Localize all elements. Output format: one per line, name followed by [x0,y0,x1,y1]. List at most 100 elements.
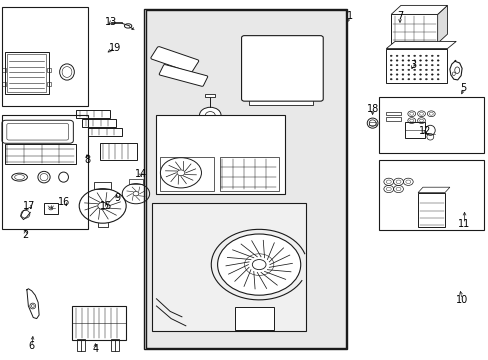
Bar [249,98,312,105]
Text: 5: 5 [460,83,466,93]
Circle shape [395,64,397,66]
Circle shape [419,78,421,80]
Circle shape [425,64,427,66]
Bar [378,97,483,153]
Circle shape [419,60,421,61]
Text: 6: 6 [29,341,35,351]
Circle shape [395,55,397,57]
Circle shape [407,64,409,66]
Bar [386,49,447,83]
Bar [72,306,126,340]
Bar [2,7,88,106]
Circle shape [436,55,438,57]
Bar [82,119,116,127]
Circle shape [413,55,415,57]
Bar [88,128,122,136]
Bar [220,157,278,191]
Bar [155,115,285,194]
Bar [2,82,6,86]
Circle shape [419,64,421,66]
Bar [144,9,346,349]
Bar [386,117,400,121]
Circle shape [407,55,409,57]
Circle shape [401,64,403,66]
Circle shape [389,69,391,71]
FancyBboxPatch shape [241,36,323,101]
Text: 9: 9 [114,193,120,203]
Circle shape [436,69,438,71]
Circle shape [436,60,438,61]
Ellipse shape [366,118,377,128]
Circle shape [430,69,432,71]
Bar [151,203,305,331]
FancyBboxPatch shape [159,64,207,86]
Circle shape [425,74,427,75]
Circle shape [413,69,415,71]
Circle shape [425,69,427,71]
Bar [378,160,483,230]
Bar [215,126,264,136]
Circle shape [413,64,415,66]
Circle shape [401,60,403,61]
Circle shape [407,69,409,71]
Text: 7: 7 [396,11,402,21]
Bar [111,339,119,351]
Text: 11: 11 [457,219,470,229]
Bar [44,203,58,214]
Circle shape [425,78,427,80]
Circle shape [419,55,421,57]
Circle shape [407,78,409,80]
Text: 15: 15 [100,201,113,211]
Bar [145,10,345,348]
Bar [404,122,425,138]
Text: 2: 2 [22,230,28,240]
Text: 8: 8 [84,155,90,165]
Circle shape [430,78,432,80]
Circle shape [436,78,438,80]
Text: 1: 1 [346,11,352,21]
Text: 4: 4 [92,344,98,354]
Circle shape [401,69,403,71]
Circle shape [389,78,391,80]
Circle shape [430,64,432,66]
Circle shape [413,78,415,80]
Bar [47,82,51,86]
Circle shape [430,60,432,61]
Circle shape [389,74,391,75]
Bar [77,339,84,351]
Circle shape [419,74,421,75]
Text: 17: 17 [23,201,36,211]
Polygon shape [417,187,449,193]
Circle shape [430,55,432,57]
Bar [234,307,273,330]
Circle shape [389,64,391,66]
Bar [7,54,46,92]
Text: 14: 14 [134,168,147,179]
Circle shape [425,60,427,61]
Circle shape [407,74,409,75]
Text: 16: 16 [58,197,71,207]
Circle shape [430,74,432,75]
Polygon shape [437,5,447,43]
Circle shape [436,74,438,75]
Bar [5,144,76,164]
Bar [76,110,110,118]
Bar [100,143,137,160]
Text: 10: 10 [455,294,468,305]
Bar [129,179,142,184]
Bar [368,122,375,125]
Circle shape [436,64,438,66]
Circle shape [160,158,201,188]
Circle shape [413,60,415,61]
Bar [2,115,88,229]
Text: 12: 12 [418,126,431,136]
Bar [386,112,400,115]
Circle shape [389,60,391,61]
Circle shape [401,74,403,75]
Circle shape [407,60,409,61]
Text: 13: 13 [105,17,118,27]
Circle shape [425,55,427,57]
Bar [2,68,6,72]
Polygon shape [386,41,455,49]
Circle shape [395,69,397,71]
